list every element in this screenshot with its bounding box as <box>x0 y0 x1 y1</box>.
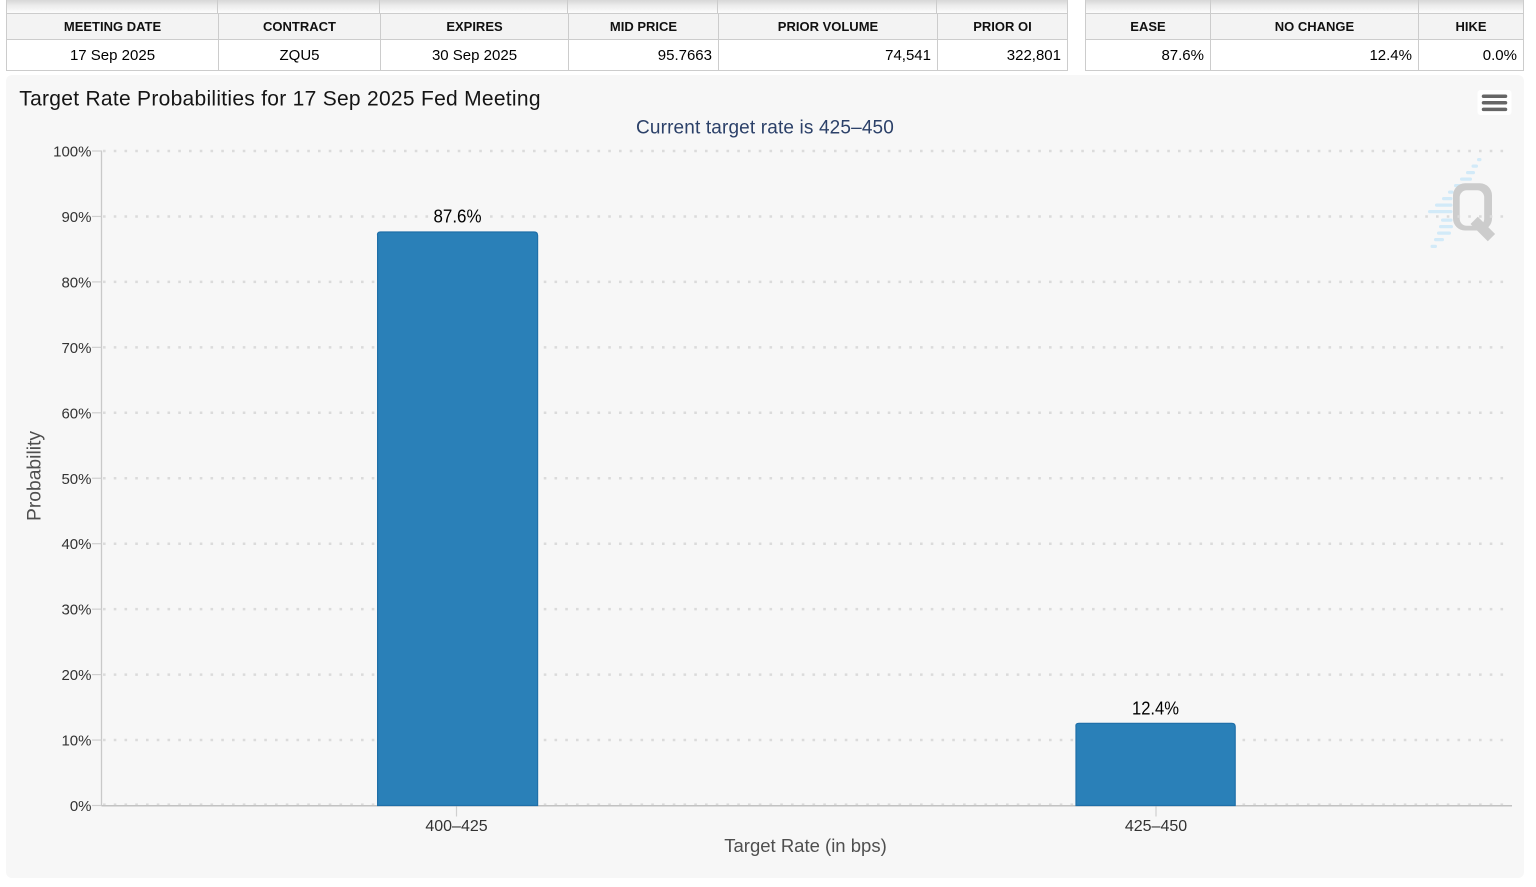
svg-text:0%: 0% <box>70 798 92 815</box>
svg-text:Target Rate (in bps): Target Rate (in bps) <box>724 835 886 856</box>
svg-text:60%: 60% <box>61 405 91 422</box>
svg-text:40%: 40% <box>61 536 91 553</box>
svg-text:425–450: 425–450 <box>1125 818 1187 835</box>
svg-text:70%: 70% <box>61 340 91 357</box>
svg-text:Current target rate is 425–450: Current target rate is 425–450 <box>636 118 894 139</box>
svg-text:Probability: Probability <box>25 431 46 521</box>
svg-text:100%: 100% <box>53 144 91 161</box>
svg-text:10%: 10% <box>61 733 91 750</box>
svg-text:30%: 30% <box>61 602 91 619</box>
svg-text:80%: 80% <box>61 274 91 291</box>
svg-text:Target Rate Probabilities for: Target Rate Probabilities for 17 Sep 202… <box>19 87 540 110</box>
svg-text:50%: 50% <box>61 471 91 488</box>
svg-text:20%: 20% <box>61 667 91 684</box>
svg-text:12.4%: 12.4% <box>1132 699 1179 719</box>
svg-text:90%: 90% <box>61 209 91 226</box>
svg-text:87.6%: 87.6% <box>434 207 482 227</box>
svg-text:400–425: 400–425 <box>425 818 487 835</box>
